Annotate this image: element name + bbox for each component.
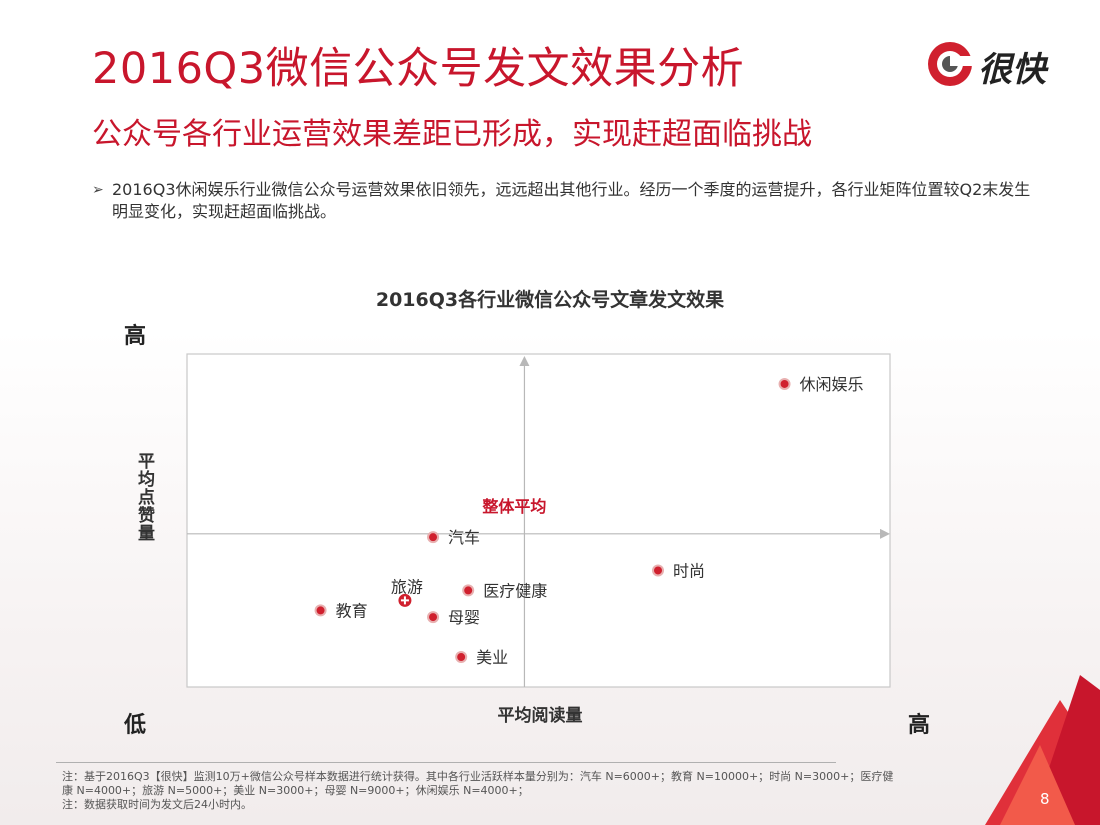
footnote-line-1: 注：基于2016Q3【很快】监测10万+微信公众号样本数据进行统计获得。其中各行…	[62, 770, 894, 783]
point-2-marker	[654, 566, 663, 575]
footnote-line-3: 注：数据获取时间为发文后24小时内。	[62, 798, 252, 811]
logo-text: 很快	[978, 50, 1046, 90]
summary-text: 2016Q3休闲娱乐行业微信公众号运营效果依旧领先，远远超出其他行业。经历一个季…	[112, 180, 1031, 221]
point-0-label: 休闲娱乐	[800, 375, 864, 394]
page-title: 2016Q3微信公众号发文效果分析	[92, 44, 745, 94]
y-axis-label: 平均点赞量	[134, 452, 154, 542]
point-4-label: 旅游	[391, 577, 423, 596]
y-axis-high-label: 高	[124, 324, 147, 349]
footnote-line-2: 康 N=4000+；旅游 N=5000+；美业 N=3000+；母婴 N=900…	[62, 784, 529, 797]
page-subtitle: 公众号各行业运营效果差距已形成，实现赶超面临挑战	[92, 117, 812, 152]
point-0-marker	[780, 379, 789, 388]
point-6-label: 母婴	[448, 608, 480, 627]
point-1-label: 汽车	[448, 528, 480, 547]
average-label: 整体平均	[481, 497, 546, 516]
point-7-label: 美业	[476, 648, 508, 667]
footnote: 注：基于2016Q3【很快】监测10万+微信公众号样本数据进行统计获得。其中各行…	[62, 770, 982, 812]
point-5-label: 教育	[336, 601, 368, 620]
point-3-marker	[464, 586, 473, 595]
x-axis-high-label: 高	[908, 713, 931, 738]
point-4-cross	[400, 596, 409, 605]
point-5-marker	[316, 606, 325, 615]
bullet-arrow-icon: ➢	[92, 182, 104, 198]
plot-frame	[186, 353, 891, 688]
point-1-marker	[429, 533, 438, 542]
point-7-marker	[457, 653, 466, 662]
page-number: 8	[1040, 790, 1050, 808]
footnote-divider	[56, 762, 836, 763]
point-6-marker	[429, 613, 438, 622]
logo-mark-icon	[928, 42, 974, 86]
axis-low-label: 低	[124, 713, 147, 738]
chart-title: 2016Q3各行业微信公众号文章发文效果	[375, 289, 725, 311]
point-2-label: 时尚	[673, 561, 705, 580]
point-3-label: 医疗健康	[483, 581, 547, 600]
brand-logo: 很快	[926, 38, 1066, 90]
x-axis-label: 平均阅读量	[497, 706, 583, 726]
